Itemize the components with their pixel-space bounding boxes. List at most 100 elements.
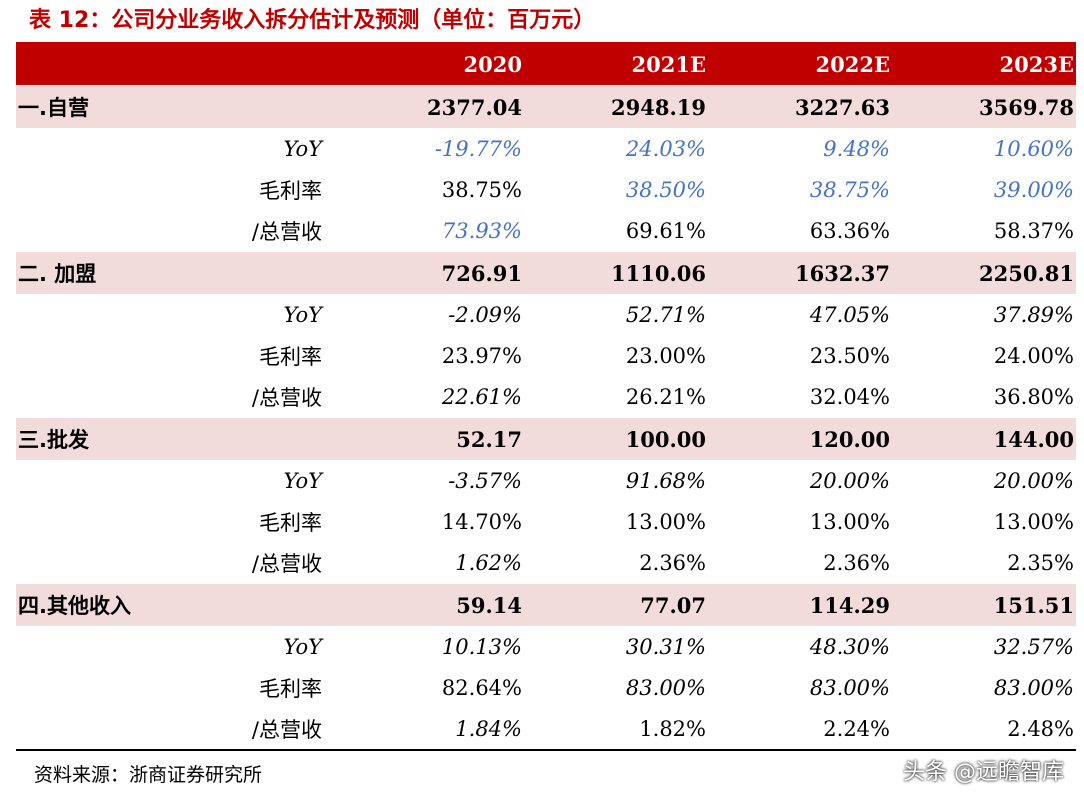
segment-value: 144.00 [892, 417, 1076, 460]
cell-value: 1.84% [332, 708, 524, 751]
cell-value: 47.05% [809, 302, 890, 327]
header-blank-cell [16, 42, 332, 86]
row-label: YoY [283, 136, 322, 161]
header-year-2020: 2020 [332, 42, 524, 86]
segment-value: 1632.37 [708, 251, 892, 294]
segment-value: 2948.19 [524, 85, 708, 128]
gross-margin-row: 毛利率 23.97% 23.00% 23.50% 24.00% [16, 335, 1076, 376]
row-label: 毛利率 [259, 178, 322, 203]
cell-value: 13.00% [809, 509, 890, 534]
cell-value: -19.77% [434, 136, 522, 161]
watermark: 头条 @远瞻智库 [903, 760, 1064, 785]
cell-value: 30.31% [625, 634, 706, 659]
cell-value: 58.37% [993, 218, 1074, 243]
yoy-row: YoY 10.13% 30.31% 48.30% 32.57% [16, 626, 1076, 667]
row-label: YoY [283, 302, 322, 327]
gross-margin-row: 毛利率 82.64% 83.00% 83.00% 83.00% [16, 667, 1076, 708]
segment-value: 1110.06 [524, 251, 708, 294]
yoy-row: YoY -3.57% 91.68% 20.00% 20.00% [16, 460, 1076, 501]
cell-value: -3.57% [448, 468, 522, 493]
cell-value: 26.21% [625, 384, 706, 409]
gross-margin-row: 毛利率 14.70% 13.00% 13.00% 13.00% [16, 501, 1076, 542]
cell-value: 91.68% [625, 468, 706, 493]
row-label: /总营收 [251, 551, 322, 576]
cell-value: 32.57% [993, 634, 1074, 659]
cell-value: 9.48% [823, 136, 890, 161]
segment-value: 151.51 [892, 583, 1076, 626]
cell-value: 38.75% [441, 177, 522, 202]
segment-value: 2250.81 [892, 251, 1076, 294]
cell-value: 24.03% [625, 136, 706, 161]
row-label: 毛利率 [259, 676, 322, 701]
cell-value: 48.30% [809, 634, 890, 659]
header-year-2021e: 2021E [524, 42, 708, 86]
row-label: YoY [283, 634, 322, 659]
row-label: 毛利率 [259, 344, 322, 369]
cell-value: 14.70% [441, 509, 522, 534]
segment-value: 100.00 [524, 417, 708, 460]
cell-value: 39.00% [993, 177, 1074, 202]
header-row: 2020 2021E 2022E 2023E [16, 42, 1076, 86]
cell-value: 23.00% [625, 343, 706, 368]
segment-name: 二. 加盟 [16, 251, 332, 294]
cell-value: 32.04% [809, 384, 890, 409]
cell-value: 2.24% [708, 708, 892, 751]
segment-row-self-operated: 一.自营 2377.04 2948.19 3227.63 3569.78 [16, 85, 1076, 128]
revenue-share-row: /总营收 1.84% 1.82% 2.24% 2.48% [16, 708, 1076, 751]
yoy-row: YoY -2.09% 52.71% 47.05% 37.89% [16, 294, 1076, 335]
revenue-breakdown-table: 2020 2021E 2022E 2023E 一.自营 2377.04 2948… [16, 42, 1076, 751]
revenue-share-row: /总营收 1.62% 2.36% 2.36% 2.35% [16, 542, 1076, 584]
cell-value: 13.00% [993, 509, 1074, 534]
row-label: /总营收 [16, 708, 332, 751]
cell-value: 23.50% [809, 343, 890, 368]
cell-value: 1.82% [524, 708, 708, 751]
segment-name: 三.批发 [16, 417, 332, 460]
segment-row-franchise: 二. 加盟 726.91 1110.06 1632.37 2250.81 [16, 251, 1076, 294]
segment-row-wholesale: 三.批发 52.17 100.00 120.00 144.00 [16, 417, 1076, 460]
cell-value: 10.60% [993, 136, 1074, 161]
cell-value: 20.00% [809, 468, 890, 493]
segment-value: 59.14 [332, 583, 524, 626]
cell-value: 63.36% [809, 218, 890, 243]
source-note: 资料来源：浙商证券研究所 [34, 764, 263, 786]
header-year-2022e: 2022E [708, 42, 892, 86]
segment-name: 四.其他收入 [16, 583, 332, 626]
yoy-row: YoY -19.77% 24.03% 9.48% 10.60% [16, 128, 1076, 169]
cell-value: 73.93% [441, 218, 522, 243]
revenue-share-row: /总营收 73.93% 69.61% 63.36% 58.37% [16, 210, 1076, 252]
cell-value: 69.61% [625, 218, 706, 243]
cell-value: 13.00% [625, 509, 706, 534]
segment-value: 77.07 [524, 583, 708, 626]
cell-value: 10.13% [441, 634, 522, 659]
segment-value: 114.29 [708, 583, 892, 626]
cell-value: 2.35% [1007, 550, 1074, 575]
cell-value: 83.00% [809, 675, 890, 700]
cell-value: -2.09% [448, 302, 522, 327]
cell-value: 2.48% [892, 708, 1076, 751]
cell-value: 22.61% [441, 384, 522, 409]
cell-value: 83.00% [625, 675, 706, 700]
cell-value: 20.00% [993, 468, 1074, 493]
cell-value: 37.89% [993, 302, 1074, 327]
cell-value: 52.71% [625, 302, 706, 327]
segment-value: 2377.04 [332, 85, 524, 128]
segment-value: 3227.63 [708, 85, 892, 128]
segment-row-other-income: 四.其他收入 59.14 77.07 114.29 151.51 [16, 583, 1076, 626]
cell-value: 1.62% [455, 550, 522, 575]
gross-margin-row: 毛利率 38.75% 38.50% 38.75% 39.00% [16, 169, 1076, 210]
row-label: /总营收 [251, 219, 322, 244]
table-caption: 表 12：公司分业务收入拆分估计及预测（单位：百万元） [29, 8, 596, 33]
segment-value: 3569.78 [892, 85, 1076, 128]
cell-value: 2.36% [823, 550, 890, 575]
cell-value: 36.80% [993, 384, 1074, 409]
row-label: 毛利率 [259, 510, 322, 535]
cell-value: 24.00% [993, 343, 1074, 368]
header-year-2023e: 2023E [892, 42, 1076, 86]
cell-value: 2.36% [639, 550, 706, 575]
revenue-share-row: /总营收 22.61% 26.21% 32.04% 36.80% [16, 376, 1076, 418]
cell-value: 23.97% [441, 343, 522, 368]
cell-value: 38.50% [625, 177, 706, 202]
cell-value: 83.00% [993, 675, 1074, 700]
cell-value: 38.75% [809, 177, 890, 202]
segment-value: 726.91 [332, 251, 524, 294]
